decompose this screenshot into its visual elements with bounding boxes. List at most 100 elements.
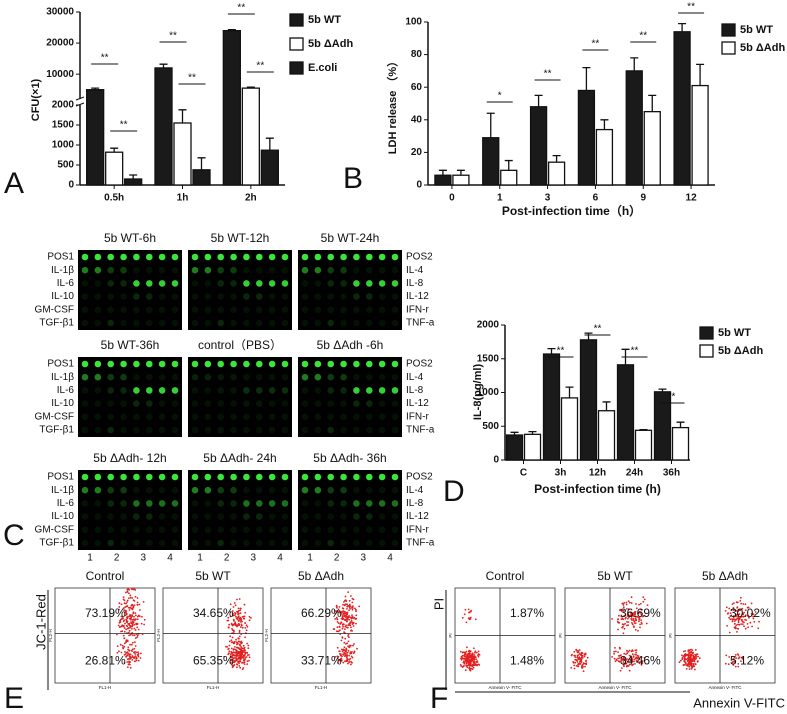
error-bar <box>510 431 519 436</box>
blot-spot <box>301 293 309 300</box>
event-dot <box>757 627 760 630</box>
event-dot <box>348 603 351 606</box>
blot-spot <box>353 539 360 547</box>
bar <box>597 410 616 461</box>
blot-spot <box>301 473 309 481</box>
event-dot <box>684 658 687 661</box>
array-right-label: TNF-a <box>406 425 435 436</box>
blot-spot <box>268 500 276 507</box>
y-tick-label: 500 <box>57 160 74 171</box>
event-dot <box>345 626 348 629</box>
event-dot <box>130 588 133 590</box>
blot-spot <box>340 280 347 287</box>
array-right-label: IFN-r <box>406 304 429 315</box>
event-dot <box>229 635 232 638</box>
blot-spot <box>365 293 373 300</box>
error-bar <box>600 119 609 130</box>
event-dot <box>740 596 742 599</box>
event-dot <box>737 619 740 622</box>
blot-spot <box>171 486 179 494</box>
event-dot <box>246 663 249 665</box>
blot-spot <box>378 266 386 274</box>
blot-spot <box>268 400 276 407</box>
event-dot <box>732 609 735 611</box>
event-dot <box>231 612 234 615</box>
event-dot <box>574 658 577 661</box>
event-dot <box>678 661 681 664</box>
blot-spot <box>353 486 360 494</box>
significance-mark: ** <box>687 2 695 13</box>
error-bar <box>648 94 657 112</box>
event-dot <box>580 659 582 661</box>
event-dot <box>474 618 477 621</box>
event-dot <box>122 607 125 610</box>
event-dot <box>630 658 633 661</box>
event-dot <box>229 661 232 664</box>
event-dot <box>618 614 620 617</box>
event-dot <box>340 659 343 662</box>
blot-spot <box>158 513 166 520</box>
event-dot <box>137 628 140 631</box>
event-dot <box>235 638 238 641</box>
blot-spot <box>268 526 276 534</box>
y-tick-label: 100 <box>405 17 422 28</box>
blot-spot <box>94 373 102 381</box>
event-dot <box>465 662 468 665</box>
blot-spot <box>378 373 386 381</box>
blot-spot <box>171 360 179 368</box>
event-dot <box>584 665 586 668</box>
blot-spot <box>340 253 347 261</box>
blot-spot <box>340 539 347 547</box>
event-dot <box>123 642 126 645</box>
lane-number: 1 <box>197 553 203 564</box>
blot-spot <box>133 373 140 381</box>
blot-spot <box>365 306 373 314</box>
event-dot <box>336 607 338 609</box>
blot-spot <box>314 280 322 287</box>
event-dot <box>733 622 736 625</box>
event-dot <box>581 667 584 669</box>
event-dot <box>128 634 131 637</box>
blot-spot <box>107 513 115 520</box>
event-dot <box>244 627 247 629</box>
blot-spot <box>217 293 225 300</box>
event-dot <box>625 601 628 604</box>
blot-spot <box>268 539 276 547</box>
array-right-label: IL-12 <box>406 291 429 302</box>
event-dot <box>232 618 235 621</box>
event-dot <box>697 655 699 658</box>
event-dot <box>129 614 132 617</box>
blot-spot <box>391 253 399 261</box>
event-dot <box>732 615 735 617</box>
event-dot <box>349 616 351 619</box>
blot-spot <box>378 280 386 287</box>
event-dot <box>631 613 634 615</box>
event-dot <box>240 649 243 652</box>
blot-spot <box>217 539 225 547</box>
event-dot <box>233 657 236 659</box>
blot-spot <box>171 280 179 287</box>
blot-title: control（PBS） <box>198 338 282 352</box>
event-dot <box>240 624 243 627</box>
x-tick-label: 9 <box>640 193 646 204</box>
event-dot <box>352 605 354 608</box>
y-axis-label: CFU(×1) <box>30 78 42 121</box>
event-dot <box>733 620 736 622</box>
event-dot <box>476 660 479 663</box>
blot-spot <box>281 266 289 274</box>
event-dot <box>740 660 742 662</box>
event-dot <box>620 615 623 618</box>
event-dot <box>340 611 342 614</box>
array-left-label: IL-10 <box>51 291 74 302</box>
event-dot <box>574 656 577 658</box>
event-dot <box>130 622 133 624</box>
blot-spot <box>340 293 347 300</box>
blot-spot <box>81 413 89 421</box>
event-dot <box>634 622 637 625</box>
blot-spot <box>255 526 263 534</box>
event-dot <box>244 636 247 639</box>
event-dot <box>735 609 738 612</box>
event-dot <box>231 629 234 631</box>
event-dot <box>348 624 351 626</box>
event-dot <box>346 603 348 606</box>
